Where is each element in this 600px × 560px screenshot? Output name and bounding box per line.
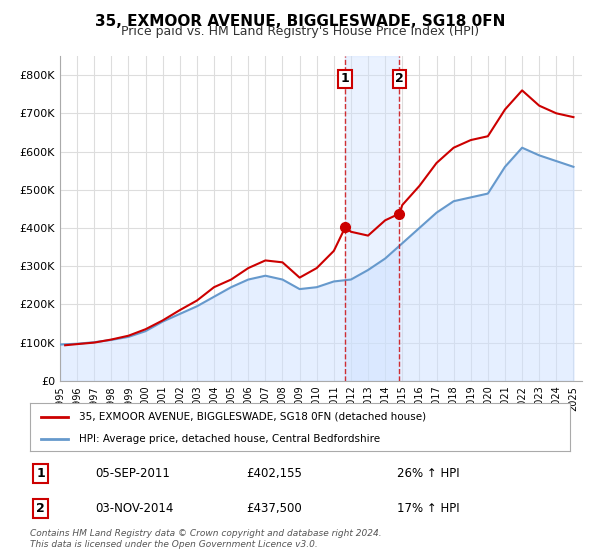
Text: £437,500: £437,500 [246, 502, 302, 515]
Text: 35, EXMOOR AVENUE, BIGGLESWADE, SG18 0FN (detached house): 35, EXMOOR AVENUE, BIGGLESWADE, SG18 0FN… [79, 412, 426, 422]
Text: HPI: Average price, detached house, Central Bedfordshire: HPI: Average price, detached house, Cent… [79, 434, 380, 444]
Text: Contains HM Land Registry data © Crown copyright and database right 2024.
This d: Contains HM Land Registry data © Crown c… [30, 529, 382, 549]
Text: 17% ↑ HPI: 17% ↑ HPI [397, 502, 460, 515]
Text: 35, EXMOOR AVENUE, BIGGLESWADE, SG18 0FN: 35, EXMOOR AVENUE, BIGGLESWADE, SG18 0FN [95, 14, 505, 29]
Text: 2: 2 [37, 502, 45, 515]
Text: £402,155: £402,155 [246, 466, 302, 480]
Text: 2: 2 [395, 72, 404, 85]
Text: 26% ↑ HPI: 26% ↑ HPI [397, 466, 460, 480]
Text: Price paid vs. HM Land Registry's House Price Index (HPI): Price paid vs. HM Land Registry's House … [121, 25, 479, 38]
Text: 1: 1 [341, 72, 350, 85]
Text: 05-SEP-2011: 05-SEP-2011 [95, 466, 170, 480]
Text: 03-NOV-2014: 03-NOV-2014 [95, 502, 173, 515]
Bar [346, 56, 400, 381]
Text: 1: 1 [37, 466, 45, 480]
